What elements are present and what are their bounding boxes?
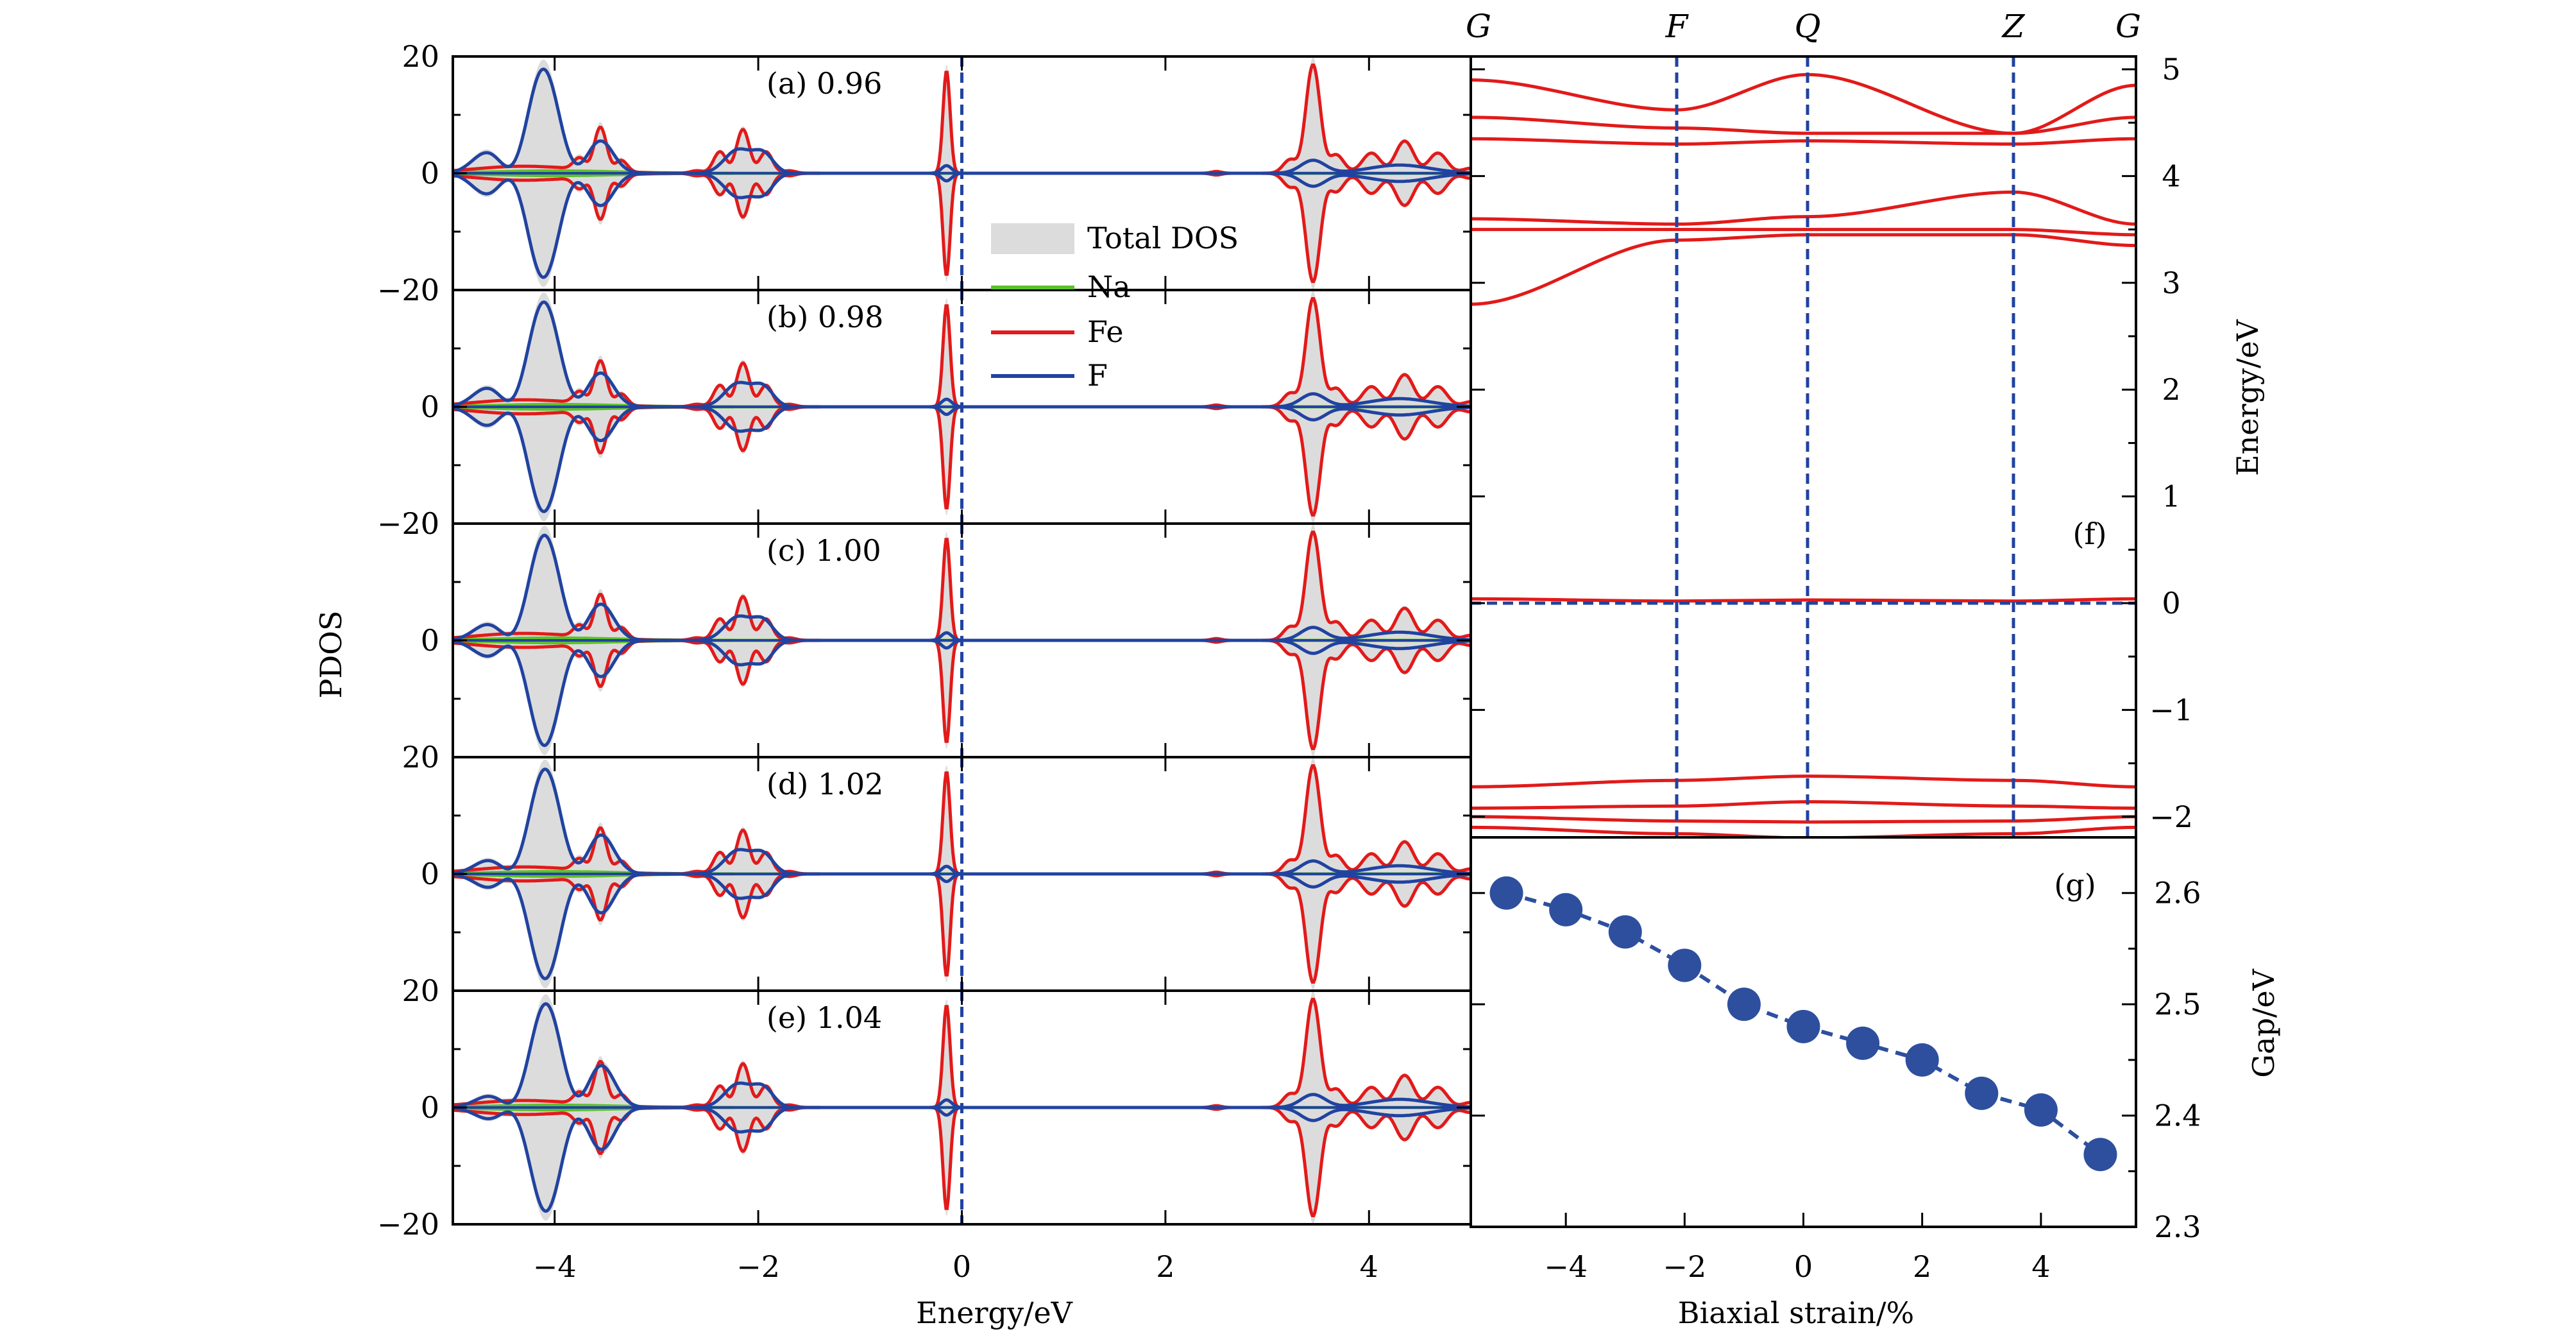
- y-tick-label: −20: [377, 506, 439, 541]
- band-y-tick-label: 3: [2162, 266, 2180, 300]
- band-y-tick-label: 5: [2162, 52, 2180, 87]
- kpoint-label: F: [1665, 8, 1690, 45]
- band-line-cb5: [1471, 228, 2136, 237]
- gap-point: [1549, 893, 1583, 927]
- legend-fe-label: Fe: [1087, 314, 1124, 349]
- pdos-panel-4: 20 0 (e) 1.04: [402, 973, 1472, 1226]
- gap-y-tick-label: 2.3: [2154, 1210, 2201, 1244]
- kpoint-label: Z: [2001, 8, 2026, 45]
- pdos-panel-label: (a) 0.96: [767, 66, 882, 101]
- gap-x-tick-label: 2: [1913, 1249, 1931, 1284]
- gap-point: [1608, 915, 1642, 949]
- band-y-tick-label: −1: [2149, 692, 2193, 727]
- gap-y-tick-label: 2.6: [2154, 876, 2201, 911]
- pdos-panel-label: (c) 1.00: [767, 533, 881, 568]
- x-tick-label: −4: [533, 1249, 577, 1284]
- gap-point: [1668, 948, 1702, 982]
- y-tick-label: −20: [377, 273, 439, 307]
- kpoint-label: G: [1466, 8, 1491, 45]
- gap-point: [1965, 1076, 1999, 1110]
- gap-panel-label: (g): [2054, 868, 2096, 902]
- y-tick-label: 0: [421, 389, 439, 424]
- y-tick-label: 0: [421, 857, 439, 891]
- band-line-cb2: [1471, 115, 2136, 135]
- band-line-vbm: [1471, 597, 2136, 603]
- gap-point: [1846, 1026, 1880, 1060]
- band-y-tick-label: 2: [2162, 372, 2180, 407]
- gap-x-tick-label: −4: [1544, 1249, 1588, 1284]
- gap-point: [1727, 988, 1761, 1022]
- gap-point: [1786, 1009, 1820, 1043]
- legend-total-label: Total DOS: [1087, 221, 1239, 255]
- pdos-panel-0: 20 0 −20 (a) 0.96: [377, 39, 1472, 307]
- pdos-panel-label: (e) 1.04: [767, 1000, 882, 1035]
- pdos-xlabel: Energy/eV: [916, 1296, 1073, 1330]
- gap-y-tick-label: 2.5: [2154, 987, 2201, 1022]
- gap-y-tick-label: 2.4: [2154, 1099, 2201, 1133]
- band-y-tick-label: 0: [2162, 586, 2180, 620]
- y-tick-label: 20: [402, 973, 439, 1008]
- band-y-tick-label: 4: [2162, 158, 2180, 193]
- legend-total-swatch: [991, 223, 1074, 254]
- y-tick-label: 0: [421, 1090, 439, 1125]
- y-tick-label: 20: [402, 39, 439, 74]
- pdos-ylabel: PDOS: [314, 610, 348, 698]
- y-tick-label: 0: [421, 623, 439, 658]
- band-ylabel: Energy/eV: [2230, 319, 2265, 476]
- legend-na-label: Na: [1087, 269, 1131, 304]
- gap-xlabel: Biaxial strain/%: [1678, 1296, 1914, 1330]
- pdos-panel-label: (b) 0.98: [767, 300, 883, 334]
- band-line-vb4: [1471, 825, 2136, 837]
- band-line-cb4: [1471, 190, 2136, 226]
- gap-x-tick-label: 0: [1794, 1249, 1813, 1284]
- gap-x-tick-label: −2: [1663, 1249, 1706, 1284]
- band-y-tick-label: 1: [2162, 479, 2180, 514]
- gap-ylabel: Gap/eV: [2246, 968, 2281, 1077]
- gap-point: [1489, 876, 1523, 910]
- x-tick-label: −2: [736, 1249, 780, 1284]
- gap-x-tick-label: 4: [2031, 1249, 2050, 1284]
- gap-point: [2083, 1138, 2117, 1172]
- kpoint-label: Q: [1795, 8, 1821, 45]
- gap-vs-strain-panel: 2.6 2.5 2.4 2.3 −4 −2 0 2 4 (g): [1470, 836, 2201, 1284]
- kpoint-label: G: [2115, 8, 2141, 45]
- y-tick-label: −20: [377, 1207, 439, 1242]
- y-tick-label: 20: [402, 740, 439, 774]
- legend: Total DOS Na Fe F: [991, 221, 1239, 393]
- x-tick-label: 2: [1156, 1249, 1174, 1284]
- pdos-panel-2: 20 0 (c) 1.00: [402, 506, 1472, 758]
- y-tick-label: 0: [421, 156, 439, 191]
- gap-point: [1905, 1043, 1939, 1077]
- x-tick-label: 0: [953, 1249, 971, 1284]
- y-tick-label: 20: [402, 506, 439, 541]
- gap-point: [2024, 1093, 2058, 1127]
- x-tick-label: 4: [1360, 1249, 1378, 1284]
- legend-f-label: F: [1087, 358, 1108, 393]
- band-line-vb1: [1471, 774, 2136, 789]
- band-line-vb3: [1471, 815, 2136, 824]
- band-y-tick-label: −2: [2149, 800, 2193, 834]
- y-tick-label: 20: [402, 273, 439, 307]
- pdos-panel-label: (d) 1.02: [767, 767, 883, 801]
- band-panel-label: (f): [2073, 517, 2107, 551]
